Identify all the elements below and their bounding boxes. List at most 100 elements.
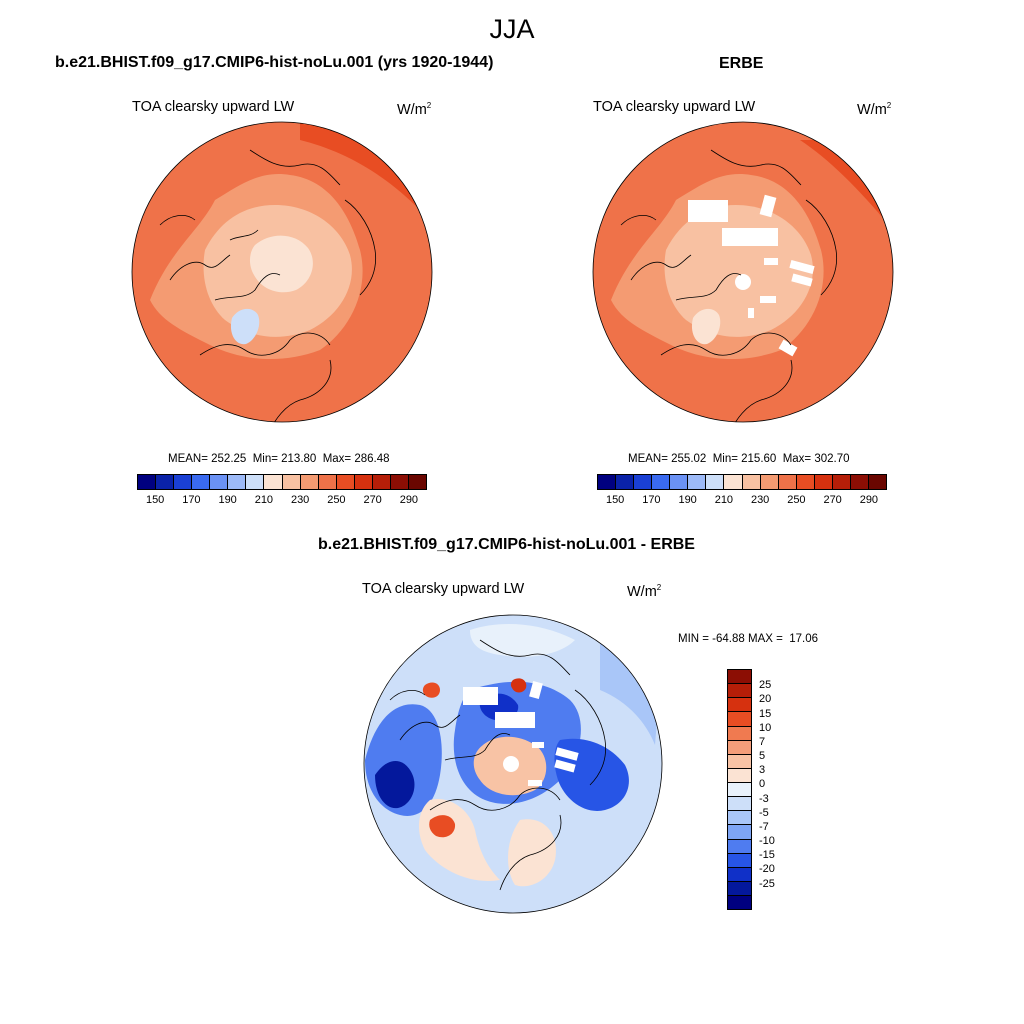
map-panel-3 xyxy=(363,614,663,914)
colorbar-cell xyxy=(728,684,751,699)
panel-2-stats: MEAN= 255.02 Min= 215.60 Max= 302.70 xyxy=(628,453,850,465)
colorbar-cell xyxy=(728,896,751,910)
colorbar-cell xyxy=(728,867,751,882)
colorbar-panel-1-labels: 150 170 190 210 230 250 270 290 xyxy=(137,494,427,508)
colorbar-cell xyxy=(728,740,751,755)
panel-3-stats: MIN = -64.88 MAX = 17.06 xyxy=(678,633,818,645)
colorbar-cell xyxy=(728,825,751,840)
colorbar-cell xyxy=(670,475,689,489)
colorbar-cell xyxy=(832,475,851,489)
colorbar-cell xyxy=(868,475,886,489)
colorbar-tick-label: -20 xyxy=(759,863,775,876)
colorbar-tick-label: 270 xyxy=(823,494,842,506)
colorbar-tick-label: -3 xyxy=(759,792,769,805)
colorbar-tick-label: -10 xyxy=(759,835,775,848)
colorbar-difference-labels: 25 20 15 10 7 5 3 0 -3 -5 -7 -10 -15 -20 -25 xyxy=(759,669,799,910)
panel-1-variable: TOA clearsky upward LW xyxy=(132,99,295,115)
colorbar-tick-label: -25 xyxy=(759,877,775,890)
colorbar-tick-label: 290 xyxy=(399,494,419,506)
colorbar-cell xyxy=(652,475,671,489)
colorbar-cell xyxy=(728,768,751,783)
colorbar-cell xyxy=(728,754,751,769)
colorbar-tick-label: 0 xyxy=(759,778,766,791)
colorbar-cell xyxy=(390,475,409,489)
colorbar-tick-label: -15 xyxy=(759,849,775,862)
colorbar-cell xyxy=(156,475,175,489)
colorbar-cell xyxy=(282,475,301,489)
colorbar-tick-label: 250 xyxy=(787,494,806,506)
colorbar-cell xyxy=(850,475,869,489)
colorbar-cell xyxy=(728,797,751,812)
colorbar-cell xyxy=(192,475,211,489)
colorbar-tick-label: 230 xyxy=(750,494,770,506)
colorbar-cell xyxy=(408,475,426,489)
colorbar-difference xyxy=(727,669,752,910)
panel-2-title: ERBE xyxy=(719,55,764,72)
map-panel-2 xyxy=(592,121,894,423)
colorbar-cell xyxy=(742,475,761,489)
colorbar-cell xyxy=(728,853,751,868)
colorbar-tick-label: 210 xyxy=(254,494,274,506)
colorbar-tick-label: 7 xyxy=(759,735,766,748)
colorbar-cell xyxy=(318,475,337,489)
colorbar-cell xyxy=(210,475,229,489)
colorbar-tick-label: 15 xyxy=(759,707,772,720)
colorbar-cell xyxy=(760,475,779,489)
panel-2-variable: TOA clearsky upward LW xyxy=(593,99,756,115)
map-panel-1 xyxy=(131,121,433,423)
panel-1-title: b.e21.BHIST.f09_g17.CMIP6-hist-noLu.001 … xyxy=(55,54,494,71)
colorbar-cell xyxy=(246,475,265,489)
colorbar-tick-label: 230 xyxy=(290,494,310,506)
colorbar-cell xyxy=(728,783,751,798)
colorbar-tick-label: 25 xyxy=(759,679,772,692)
colorbar-cell xyxy=(728,839,751,854)
colorbar-tick-label: 150 xyxy=(145,494,165,506)
colorbar-cell xyxy=(634,475,653,489)
colorbar-panel-2-labels: 150 170 190 210 230 250 270 290 xyxy=(597,494,887,508)
colorbar-cell xyxy=(616,475,635,489)
colorbar-tick-label: 170 xyxy=(642,494,661,506)
colorbar-cell xyxy=(174,475,193,489)
colorbar-tick-label: 170 xyxy=(182,494,201,506)
colorbar-tick-label: 20 xyxy=(759,693,772,706)
colorbar-cell xyxy=(688,475,707,489)
colorbar-cell xyxy=(778,475,797,489)
colorbar-cell xyxy=(354,475,373,489)
panel-3-title: b.e21.BHIST.f09_g17.CMIP6-hist-noLu.001 … xyxy=(318,536,695,553)
colorbar-tick-label: 3 xyxy=(759,764,766,777)
panel-3-units: W/m2 xyxy=(627,583,662,600)
colorbar-tick-label: 190 xyxy=(678,494,697,506)
colorbar-tick-label: 5 xyxy=(759,750,766,763)
colorbar-tick-label: 250 xyxy=(327,494,346,506)
colorbar-cell xyxy=(796,475,815,489)
colorbar-panel-1 xyxy=(137,474,427,490)
colorbar-cell xyxy=(264,475,283,489)
colorbar-panel-2 xyxy=(597,474,887,490)
colorbar-cell xyxy=(814,475,833,489)
colorbar-tick-label: -7 xyxy=(759,820,769,833)
colorbar-cell xyxy=(728,881,751,896)
colorbar-cell xyxy=(228,475,247,489)
panel-3-variable: TOA clearsky upward LW xyxy=(362,581,525,597)
panel-2-units: W/m2 xyxy=(857,101,892,118)
colorbar-cell xyxy=(336,475,355,489)
colorbar-cell xyxy=(728,811,751,826)
colorbar-tick-label: 10 xyxy=(759,721,772,734)
colorbar-cell xyxy=(138,475,157,489)
colorbar-tick-label: 190 xyxy=(218,494,237,506)
colorbar-cell xyxy=(728,670,751,685)
colorbar-cell xyxy=(728,698,751,713)
colorbar-cell xyxy=(724,475,743,489)
colorbar-cell xyxy=(728,712,751,727)
colorbar-cell xyxy=(300,475,319,489)
colorbar-cell xyxy=(706,475,725,489)
colorbar-tick-label: -5 xyxy=(759,806,769,819)
colorbar-tick-label: 270 xyxy=(363,494,382,506)
colorbar-tick-label: 150 xyxy=(605,494,625,506)
colorbar-cell xyxy=(598,475,617,489)
colorbar-cell xyxy=(372,475,391,489)
colorbar-tick-label: 290 xyxy=(859,494,879,506)
panel-1-stats: MEAN= 252.25 Min= 213.80 Max= 286.48 xyxy=(168,453,390,465)
colorbar-cell xyxy=(728,726,751,741)
